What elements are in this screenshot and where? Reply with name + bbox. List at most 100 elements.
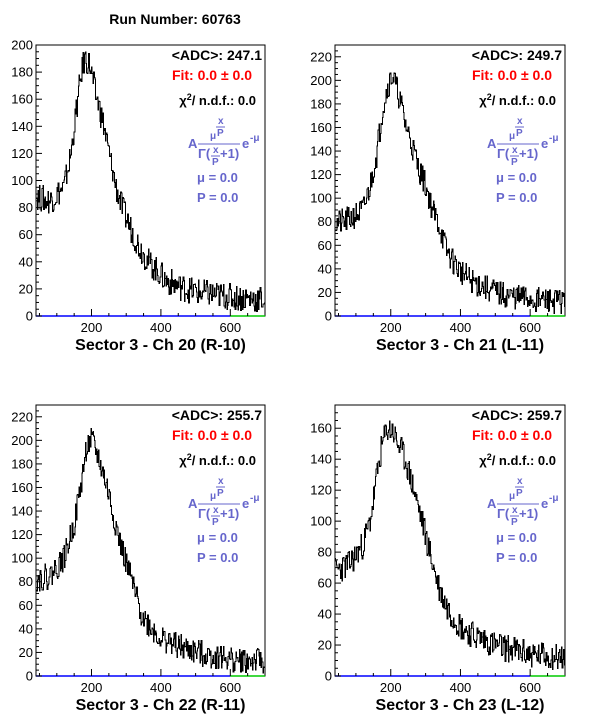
fit-label: Fit: 0.0 ± 0.0: [472, 427, 552, 443]
y-tick-label: 40: [318, 607, 332, 622]
p-value-label: P = 0.0: [496, 190, 537, 205]
formula-A: A: [188, 136, 198, 151]
p-value-label: P = 0.0: [496, 550, 537, 565]
y-tick-label: 80: [19, 200, 33, 215]
histogram-line: [335, 72, 565, 315]
formula-A: A: [487, 496, 497, 511]
histogram-line: [335, 420, 565, 670]
mu-value-label: μ = 0.0: [197, 170, 238, 185]
y-tick-label: 160: [310, 120, 332, 135]
x-tick-label: 600: [219, 320, 241, 335]
formula-exp: e: [541, 136, 548, 151]
chi2-label: χ2/ n.d.f.: 0.0: [179, 452, 256, 468]
y-tick-label: 200: [11, 433, 33, 448]
x-tick-label: 200: [380, 320, 402, 335]
formula-den-x: x: [512, 145, 518, 156]
chi2-label: χ2/ n.d.f.: 0.0: [179, 92, 256, 108]
formula-exp-sup: -μ: [549, 493, 558, 504]
formula-exp: e: [242, 496, 249, 511]
formula-den-p: P: [212, 517, 219, 528]
y-tick-label: 100: [11, 551, 33, 566]
mu-value-label: μ = 0.0: [197, 530, 238, 545]
y-tick-label: 60: [318, 238, 332, 253]
formula-den-tail: +1): [220, 506, 239, 521]
y-tick-label: 180: [310, 96, 332, 111]
y-tick-label: 120: [11, 146, 33, 161]
panel-ch23: 0 20 40 60 80 100 120 140 160 200 400 600 Sector 3 -…: [310, 404, 566, 714]
formula-exp: e: [541, 496, 548, 511]
y-tick-label: 60: [19, 227, 33, 242]
panel-ch20: 0 20 40 60 80 100 120 140 160 180 200 200 400 600 Sect…: [11, 38, 266, 354]
mu-value-label: μ = 0.0: [496, 170, 537, 185]
y-tick-label: 140: [11, 504, 33, 519]
formula-numerator-mu: μ: [509, 131, 515, 142]
formula-num-x: x: [218, 476, 224, 487]
y-tick-label: 60: [19, 598, 33, 613]
formula-den-tail: +1): [519, 146, 538, 161]
y-tick-label: 80: [318, 545, 332, 560]
formula-exp: e: [242, 136, 249, 151]
fit-label: Fit: 0.0 ± 0.0: [172, 67, 252, 83]
formula-den-gamma: Γ(: [198, 146, 211, 161]
x-tick-label: 600: [519, 680, 541, 695]
y-tick-label: 100: [310, 514, 332, 529]
adc-mean-label: <ADC>: 249.7: [472, 47, 562, 63]
p-value-label: P = 0.0: [197, 550, 238, 565]
y-tick-label: 0: [325, 669, 332, 684]
y-tick-label: 100: [310, 191, 332, 206]
formula-numerator-mu: μ: [509, 491, 515, 502]
formula-A: A: [188, 496, 198, 511]
formula-num-p: P: [516, 128, 523, 139]
x-tick-label: 200: [81, 680, 103, 695]
y-tick-label: 20: [318, 638, 332, 653]
mu-value-label: μ = 0.0: [496, 530, 537, 545]
y-tick-label: 180: [11, 456, 33, 471]
x-axis-title: Sector 3 - Ch 21 (L-11): [376, 337, 544, 354]
adc-mean-label: <ADC>: 247.1: [172, 47, 262, 63]
x-tick-label: 400: [150, 680, 172, 695]
formula-den-gamma: Γ(: [198, 506, 211, 521]
formula-den-gamma: Γ(: [497, 506, 510, 521]
formula-A: A: [487, 136, 497, 151]
y-tick-label: 0: [325, 309, 332, 324]
y-tick-label: 120: [11, 527, 33, 542]
formula-den-tail: +1): [220, 146, 239, 161]
panel-ch21: 0 20 40 60 80 100 120 140 160 180 200 220 200 400 600 S…: [310, 44, 566, 354]
y-tick-label: 140: [11, 119, 33, 134]
y-tick-label: 40: [19, 621, 33, 636]
fit-label: Fit: 0.0 ± 0.0: [472, 67, 552, 83]
y-tick-label: 20: [318, 285, 332, 300]
adc-mean-label: <ADC>: 255.7: [172, 407, 262, 423]
y-tick-label: 80: [318, 214, 332, 229]
formula-numerator-mu: μ: [210, 131, 216, 142]
y-tick-label: 120: [310, 167, 332, 182]
y-tick-label: 200: [310, 73, 332, 88]
formula-den-p: P: [511, 517, 518, 528]
x-tick-label: 400: [450, 320, 472, 335]
formula-den-x: x: [512, 505, 518, 516]
x-tick-label: 600: [219, 680, 241, 695]
formula-num-x: x: [517, 116, 523, 127]
histogram-line: [36, 427, 265, 674]
formula-num-p: P: [217, 128, 224, 139]
y-tick-label: 140: [310, 144, 332, 159]
y-tick-label: 0: [26, 309, 33, 324]
y-tick-label: 220: [310, 49, 332, 64]
fit-label: Fit: 0.0 ± 0.0: [172, 427, 252, 443]
formula-den-x: x: [213, 505, 219, 516]
x-axis-title: Sector 3 - Ch 23 (L-12): [376, 697, 545, 714]
formula-den-tail: +1): [519, 506, 538, 521]
formula-exp-sup: -μ: [250, 133, 259, 144]
x-tick-label: 400: [450, 680, 472, 695]
x-tick-label: 200: [380, 680, 402, 695]
formula-den-p: P: [212, 157, 219, 168]
y-tick-label: 140: [310, 452, 332, 467]
x-tick-label: 600: [519, 320, 541, 335]
y-tick-label: 60: [318, 576, 332, 591]
y-tick-label: 80: [19, 574, 33, 589]
histogram-line: [36, 51, 265, 312]
